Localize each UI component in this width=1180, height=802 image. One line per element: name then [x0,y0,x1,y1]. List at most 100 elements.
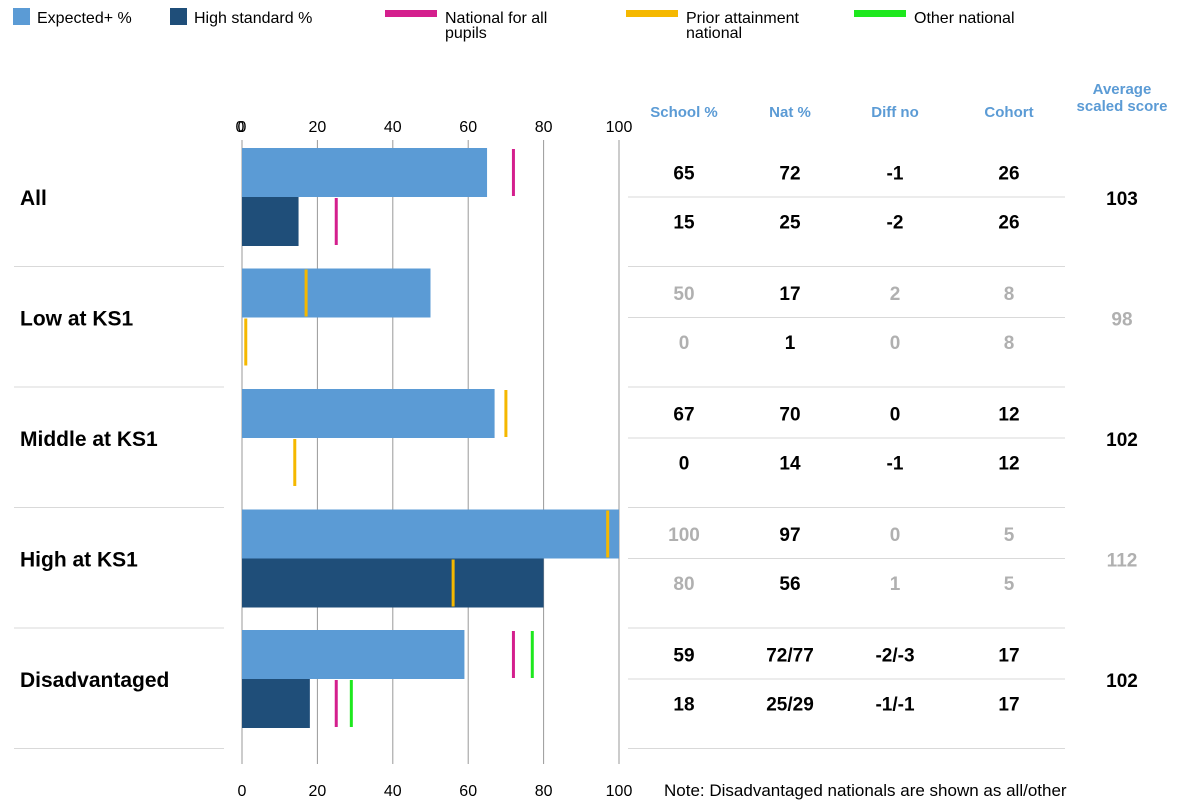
top-tick-label: 20 [309,119,327,136]
bottom-tick-label: 0 [238,783,247,800]
cell-school-pct: 67 [673,405,694,426]
legend-label-nat_all: pupils [445,25,487,42]
header-avg-scaled-score: Average [1093,81,1152,98]
cell-cohort: 26 [998,213,1019,234]
cell-cohort: 12 [998,454,1019,475]
legend-swatch-other [854,10,906,17]
cell-nat-pct: 25 [779,213,801,234]
cell-school-pct: 18 [673,695,694,716]
cell-avg-scaled-score: 102 [1106,671,1138,692]
cell-diff-no: 2 [890,284,901,305]
cell-cohort: 5 [1004,574,1015,595]
marker-prior [606,510,610,558]
marker-other [349,680,353,727]
cell-nat-pct: 25/29 [766,695,814,716]
cell-cohort: 12 [998,405,1019,426]
legend-swatch-prior [626,10,678,17]
bottom-tick-label: 80 [535,783,553,800]
cell-nat-pct: 72/77 [766,646,814,667]
marker-nat-all [511,631,515,678]
legend-label-high: High standard % [194,10,312,27]
bottom-tick-label: 60 [459,783,477,800]
legend-label-expected: Expected+ % [37,10,132,27]
header-avg-scaled-score: scaled score [1077,98,1168,115]
cell-nat-pct: 1 [785,333,796,354]
marker-prior [244,318,248,366]
marker-prior [304,269,308,317]
cell-nat-pct: 97 [779,525,800,546]
cell-diff-no: 0 [890,405,901,426]
group-label: Low at KS1 [20,308,134,331]
cell-school-pct: 50 [673,284,694,305]
cell-diff-no: -2 [887,213,904,234]
header-cohort: Cohort [984,104,1033,121]
legend-label-nat_all: National for all [445,10,547,27]
marker-nat-all [334,198,338,245]
bar-high [242,197,299,246]
legend-swatch-nat_all [385,10,437,17]
cell-avg-scaled-score: 103 [1106,189,1138,210]
cell-school-pct: 100 [668,525,700,546]
group-label: Middle at KS1 [20,428,158,451]
cell-nat-pct: 72 [779,164,800,185]
cell-diff-no: -1 [887,454,904,475]
cell-cohort: 8 [1004,284,1015,305]
bar-expected [242,148,488,197]
cell-diff-no: -1/-1 [875,695,915,716]
top-tick-label: 0 [238,119,247,136]
legend-swatch-high [170,8,187,25]
legend-label-other: Other national [914,10,1015,27]
cell-school-pct: 0 [679,454,690,475]
bar-expected [242,268,431,318]
group-label: High at KS1 [20,549,138,572]
header-school-pct: School % [650,104,718,121]
cell-cohort: 26 [998,164,1019,185]
cell-school-pct: 59 [673,646,694,667]
cell-nat-pct: 14 [779,454,801,475]
cell-diff-no: 0 [890,333,901,354]
top-tick-label: 0 [236,119,245,136]
cell-nat-pct: 17 [779,284,800,305]
bar-expected [242,389,495,438]
cell-nat-pct: 56 [779,574,800,595]
marker-other [530,631,534,678]
cell-avg-scaled-score: 98 [1111,310,1132,331]
legend-label-prior: national [686,25,742,42]
bar-expected [242,630,465,679]
cell-avg-scaled-score: 102 [1106,430,1138,451]
cell-nat-pct: 70 [779,405,800,426]
top-tick-label: 40 [384,119,402,136]
marker-prior [504,390,508,437]
cell-school-pct: 0 [679,333,690,354]
footnote: Note: Disadvantaged nationals are shown … [664,781,1067,800]
cell-school-pct: 15 [673,213,695,234]
cell-cohort: 17 [998,695,1019,716]
bottom-tick-label: 100 [606,783,633,800]
top-tick-label: 100 [606,119,633,136]
marker-nat-all [511,149,515,196]
bar-high [242,679,310,728]
bar-expected [242,509,619,559]
cell-school-pct: 80 [673,574,694,595]
marker-prior [293,439,297,486]
header-nat-pct: Nat % [769,104,811,121]
cell-diff-no: -2/-3 [875,646,914,667]
group-label: All [20,187,47,210]
legend-swatch-expected [13,8,30,25]
top-tick-label: 60 [459,119,477,136]
cell-cohort: 17 [998,646,1019,667]
cell-diff-no: -1 [887,164,904,185]
bar-high [242,558,544,608]
bottom-tick-label: 40 [384,783,402,800]
marker-nat-all [334,680,338,727]
group-label: Disadvantaged [20,669,169,692]
cell-avg-scaled-score: 112 [1107,551,1138,572]
marker-prior [451,559,455,607]
cell-cohort: 8 [1004,333,1015,354]
cell-school-pct: 65 [673,164,695,185]
cell-diff-no: 1 [890,574,901,595]
cell-diff-no: 0 [890,525,901,546]
bottom-tick-label: 20 [309,783,327,800]
cell-cohort: 5 [1004,525,1015,546]
